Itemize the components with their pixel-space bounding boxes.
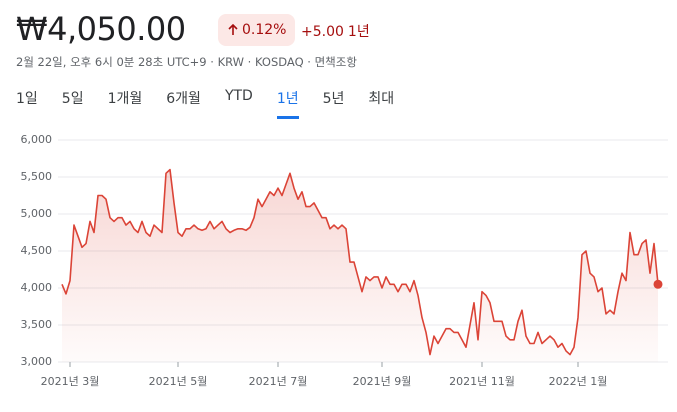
- range-tab[interactable]: 최대: [368, 91, 395, 107]
- range-tab[interactable]: YTD: [224, 88, 253, 104]
- price-line: [61, 168, 659, 356]
- y-tick-label: 5,500: [21, 170, 53, 183]
- range-tab[interactable]: 1년: [276, 86, 299, 119]
- range-tabs: 1일 5일 1개월 6개월 YTD 1년 5년 최대: [16, 86, 418, 119]
- change: +5.00 1년: [301, 21, 370, 41]
- chart: 3,000 3,500 4,000 4,500 5,000 5,500 6,000 2021년…: [21, 133, 668, 388]
- range-tab[interactable]: 5년: [322, 91, 345, 107]
- range-tab[interactable]: 5일: [61, 91, 84, 107]
- x-tick-label: 2021년 5월: [149, 375, 208, 388]
- y-tick-label: 6,000: [21, 133, 53, 146]
- y-tick-label: 3,500: [21, 318, 53, 331]
- price: ₩4,050.00: [16, 10, 186, 48]
- range-tab[interactable]: 6개월: [166, 91, 201, 107]
- up-arrow: [228, 24, 238, 35]
- change-value: +5.00: [301, 24, 344, 40]
- x-tick-label: 2021년 3월: [41, 375, 100, 388]
- y-tick-label: 4,000: [21, 281, 53, 294]
- area-fill: [62, 169, 658, 362]
- change-pill: 0.12%: [218, 14, 296, 46]
- range-tab[interactable]: 1일: [16, 91, 38, 107]
- y-tick-label: 5,000: [21, 207, 53, 220]
- x-tick-label: 2021년 7월: [249, 375, 308, 388]
- y-tick-label: 4,500: [21, 244, 53, 257]
- range-tab[interactable]: 1개월: [107, 91, 143, 107]
- x-tick-label: 2021년 9월: [353, 375, 412, 388]
- change-period: 1년: [347, 24, 370, 40]
- y-tick-label: 3,000: [21, 355, 53, 368]
- x-tick-label: 2021년 11월: [449, 375, 515, 388]
- change-percent: 0.12%: [242, 22, 287, 38]
- x-tick-label: 2022년 1월: [549, 375, 608, 388]
- last-point: [653, 279, 663, 289]
- info-line: 2월 22일, 오후 6시 0분 28초 UTC+9 · KRW · KOSDA…: [16, 55, 357, 69]
